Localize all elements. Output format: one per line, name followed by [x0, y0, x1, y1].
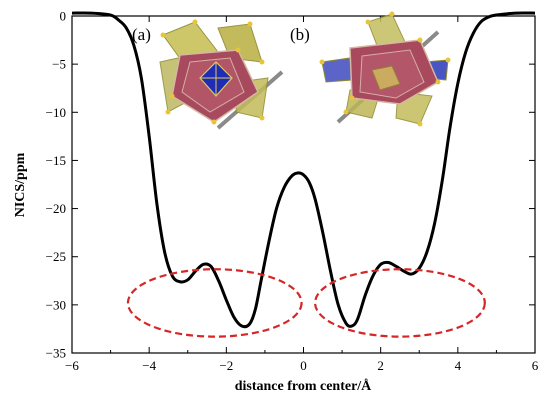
highlight-ellipse: [313, 268, 486, 338]
y-tick-label: −20: [46, 201, 66, 216]
x-tick-label: 6: [532, 358, 539, 373]
y-tick-label: −30: [46, 297, 66, 312]
x-tick-label: 2: [377, 358, 384, 373]
y-tick-label: −25: [46, 249, 66, 264]
x-axis-title: distance from center/Å: [235, 378, 372, 394]
y-tick-label: 0: [60, 9, 67, 24]
series-layer: [71, 11, 536, 329]
inset-structure-a: [159, 19, 284, 130]
inset-b-polyhedron: [321, 57, 353, 83]
inset-b-atom: [365, 19, 371, 25]
inset-a-atom: [259, 59, 265, 65]
y-tick-label: −15: [46, 153, 66, 168]
inset-a-atom: [160, 32, 166, 38]
y-axis: 0 −5 −10 −15 −20 −25 −30 −35: [46, 9, 535, 361]
x-tick-label: 4: [455, 358, 462, 373]
inset-structure-b: [319, 11, 451, 127]
inset-b-atom: [435, 79, 441, 85]
inset-a-atom: [247, 21, 253, 27]
y-tick-label: −10: [46, 105, 66, 120]
inset-b-atom: [417, 121, 423, 127]
x-tick-label: −4: [142, 358, 156, 373]
inset-b-atom: [319, 59, 325, 65]
inset-a-atom: [211, 119, 217, 125]
x-tick-label: −6: [65, 358, 79, 373]
inset-a-atom: [169, 93, 175, 99]
inset-a-atom: [192, 19, 198, 25]
inset-b-atom: [349, 95, 355, 101]
inset-a-atom: [165, 109, 171, 115]
inset-b-atom: [343, 109, 349, 115]
inset-b-atom: [445, 57, 451, 63]
panel-label-a: (a): [132, 25, 151, 44]
inset-b-atom: [389, 11, 395, 17]
inset-a-atom: [235, 47, 241, 53]
x-tick-label: −2: [219, 358, 233, 373]
x-axis: −6 −4 −2 0 2 4 6: [65, 16, 539, 373]
panel-label-b: (b): [290, 25, 310, 44]
x-tick-label: 0: [300, 358, 307, 373]
inset-b-core: [371, 65, 401, 91]
series-line: [71, 11, 536, 329]
highlight-ellipse: [126, 268, 303, 338]
inset-a-atom: [259, 115, 265, 121]
y-axis-title: NICS/ppm: [13, 152, 28, 217]
inset-b-atom: [417, 37, 423, 43]
y-tick-label: −35: [46, 346, 66, 361]
annotation-layer: [126, 268, 486, 338]
y-tick-label: −5: [52, 57, 66, 72]
